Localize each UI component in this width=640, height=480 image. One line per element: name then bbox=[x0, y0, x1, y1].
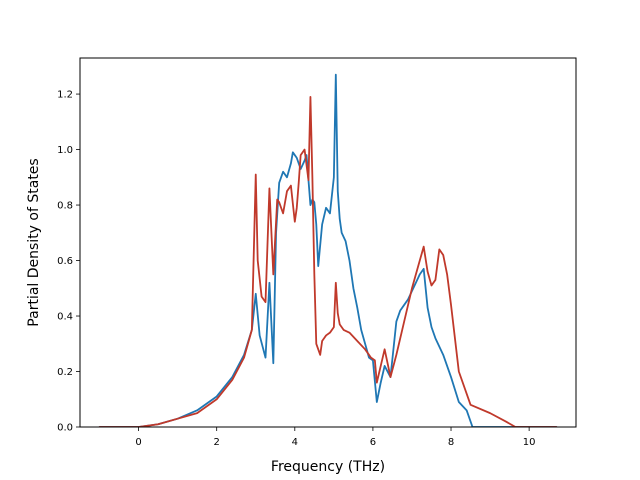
y-axis-ticks: 0.0 0.2 0.4 0.6 0.8 1.0 1.2 bbox=[57, 90, 80, 434]
y-tick-label: 1.0 bbox=[57, 145, 73, 156]
x-axis-label: Frequency (THz) bbox=[271, 459, 385, 475]
y-tick-label: 0.4 bbox=[57, 312, 73, 323]
y-tick-label: 1.2 bbox=[57, 90, 73, 101]
plot-content bbox=[98, 73, 558, 427]
y-axis-label: Partial Density of States bbox=[26, 158, 42, 326]
x-axis-ticks: 0 2 4 6 8 10 bbox=[135, 427, 536, 448]
series-2-line bbox=[98, 95, 558, 427]
y-tick-label: 0.8 bbox=[57, 201, 73, 212]
series-1-line bbox=[98, 73, 558, 427]
x-tick-label: 10 bbox=[523, 437, 536, 448]
y-tick-label: 0.0 bbox=[57, 423, 73, 434]
x-tick-label: 8 bbox=[448, 437, 454, 448]
x-tick-label: 4 bbox=[292, 437, 298, 448]
y-tick-label: 0.2 bbox=[57, 367, 73, 378]
plot-frame bbox=[79, 57, 577, 428]
x-tick-label: 2 bbox=[214, 437, 220, 448]
y-tick-label: 0.6 bbox=[57, 256, 73, 267]
x-tick-label: 6 bbox=[370, 437, 376, 448]
x-tick-label: 0 bbox=[135, 437, 141, 448]
